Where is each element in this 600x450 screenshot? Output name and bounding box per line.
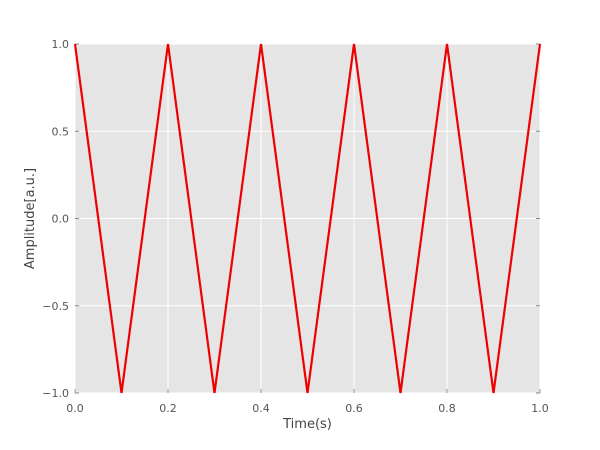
y-tick-label: 0.0 (52, 213, 70, 226)
y-tick-label: −1.0 (42, 387, 69, 400)
x-tick-label: 0.4 (252, 402, 270, 415)
y-tick-label: −0.5 (42, 300, 69, 313)
series-group (73, 43, 542, 394)
x-tick-label: 0.6 (345, 402, 363, 415)
y-axis-label: Amplitude[a.u.] (23, 168, 38, 269)
y-tick-label: 0.5 (52, 125, 70, 138)
y-tick-label: 1.0 (52, 38, 70, 51)
x-tick-label: 0.8 (438, 402, 456, 415)
x-tick-label: 1.0 (531, 402, 549, 415)
x-tick-label: 0.2 (159, 402, 177, 415)
tick-labels: 0.0 0.2 0.4 0.6 0.8 1.0 1.0 0.5 0.0 −0.5 −1.0 (42, 38, 548, 415)
x-axis-label: Time(s) (282, 417, 332, 432)
series-line (73, 43, 542, 394)
x-tick-label: 0.0 (66, 402, 84, 415)
